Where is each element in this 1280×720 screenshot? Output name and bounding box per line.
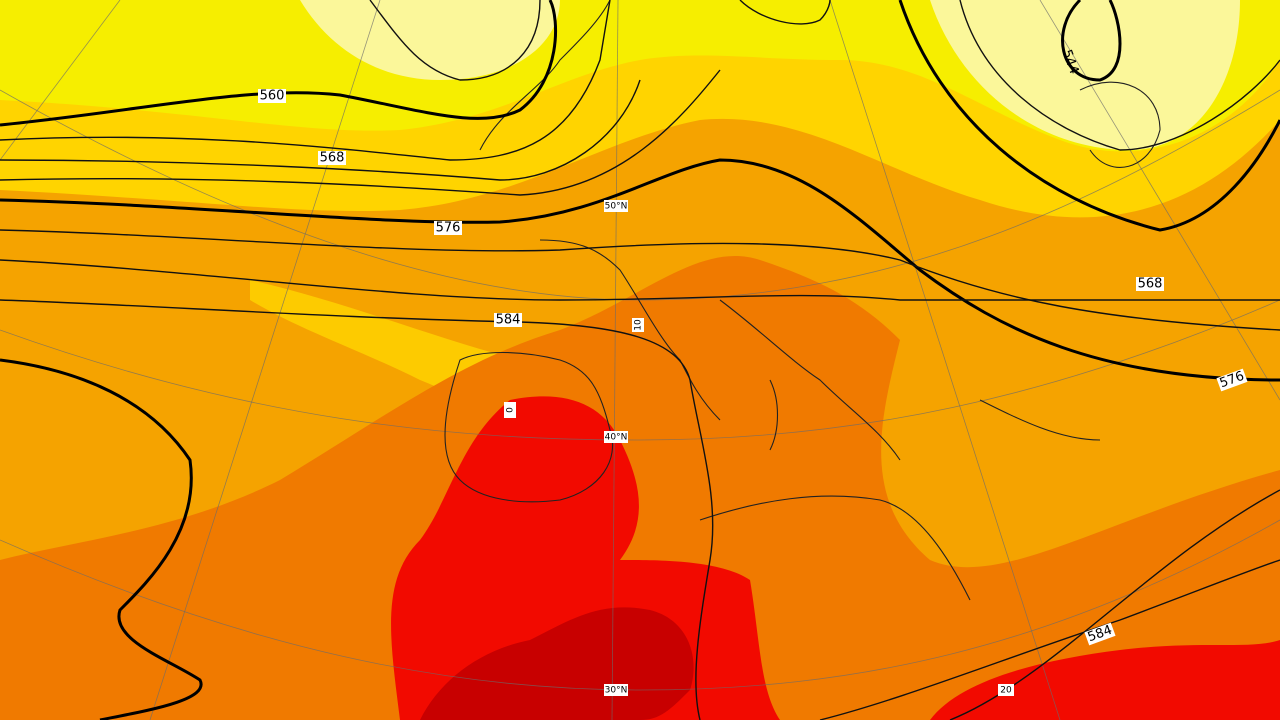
contour-label: 568 [1138, 277, 1163, 292]
contour-label: 584 [496, 313, 521, 328]
grid-labels: 50°N 40°N 30°N 10 20 0 [504, 200, 1014, 696]
longitude-label: 0 [506, 407, 516, 413]
contour-label: 576 [436, 221, 461, 236]
coastlines [444, 0, 1161, 601]
contour-label: 568 [320, 151, 345, 166]
contour-label: 560 [260, 89, 285, 104]
latitude-label: 50°N [605, 202, 628, 212]
latitude-label: 40°N [605, 433, 628, 443]
latitude-label: 30°N [605, 686, 628, 696]
longitude-label: 20 [1000, 686, 1012, 696]
longitude-label: 10 [634, 319, 644, 331]
